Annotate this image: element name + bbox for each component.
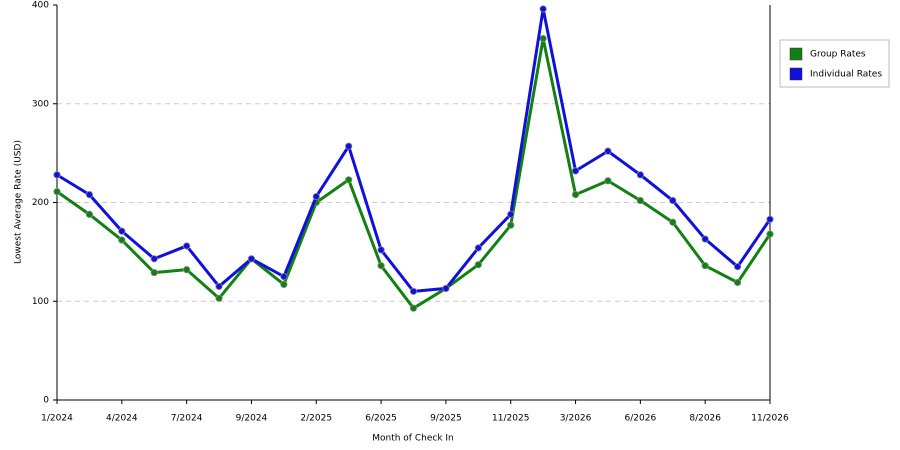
- point: [733, 278, 742, 287]
- point: [442, 284, 450, 293]
- point: [118, 236, 126, 244]
- point: [247, 255, 256, 263]
- point: [150, 269, 158, 277]
- y-axis-label: Lowest Average Rate (USD): [14, 140, 24, 264]
- x-tick-label: 2/2025: [300, 414, 332, 424]
- point: [53, 171, 61, 179]
- point: [409, 304, 418, 312]
- y-tick-label: 400: [32, 1, 49, 11]
- legend-swatch: [789, 47, 803, 61]
- point: [474, 244, 482, 252]
- point: [53, 188, 61, 196]
- point: [701, 235, 709, 243]
- point: [215, 282, 223, 291]
- point: [85, 191, 94, 199]
- point: [507, 221, 515, 229]
- point: [701, 262, 709, 270]
- point: [604, 147, 612, 155]
- point: [669, 218, 677, 226]
- point: [766, 230, 774, 238]
- point: [571, 167, 580, 175]
- point: [312, 192, 320, 201]
- series-line: [56, 7, 772, 293]
- series-line: [56, 37, 772, 310]
- point: [85, 210, 94, 218]
- point: [215, 294, 223, 302]
- y-tick-label: 300: [32, 99, 49, 109]
- legend-label: Individual Rates: [810, 70, 882, 80]
- point: [280, 272, 288, 281]
- point: [377, 262, 385, 270]
- x-tick-label: 4/2024: [106, 414, 138, 424]
- x-tick-label: 1/2024: [41, 414, 73, 424]
- point: [669, 196, 677, 205]
- point: [183, 266, 191, 274]
- point: [539, 5, 547, 13]
- x-tick-label: 3/2026: [560, 414, 592, 424]
- x-tick-label: 8/2026: [689, 414, 721, 424]
- x-tick-label: 7/2024: [171, 414, 203, 424]
- point: [636, 196, 644, 205]
- point: [280, 280, 288, 289]
- x-tick-label: 6/2026: [625, 414, 657, 424]
- x-axis-label: Month of Check In: [372, 434, 454, 444]
- point: [539, 34, 547, 43]
- x-tick-label: 9/2024: [236, 414, 268, 424]
- point: [571, 191, 580, 199]
- x-tick-label: 11/2026: [751, 414, 789, 424]
- point: [345, 142, 353, 150]
- point: [507, 210, 515, 218]
- y-tick-label: 200: [32, 198, 49, 208]
- x-tick-label: 11/2025: [492, 414, 529, 424]
- point: [409, 287, 418, 295]
- x-tick-label: 6/2025: [365, 414, 397, 424]
- point: [150, 255, 158, 263]
- point: [766, 215, 774, 223]
- point: [183, 242, 191, 250]
- legend-label: Group Rates: [810, 50, 866, 60]
- x-tick-label: 9/2025: [430, 414, 462, 424]
- point: [604, 177, 612, 185]
- legend-swatch: [789, 67, 803, 81]
- point: [345, 176, 353, 184]
- point: [118, 227, 126, 235]
- point: [636, 171, 644, 179]
- point: [377, 246, 385, 254]
- point: [474, 261, 482, 269]
- point: [733, 263, 742, 271]
- y-tick-label: 100: [32, 297, 49, 307]
- y-tick-label: 0: [43, 396, 49, 406]
